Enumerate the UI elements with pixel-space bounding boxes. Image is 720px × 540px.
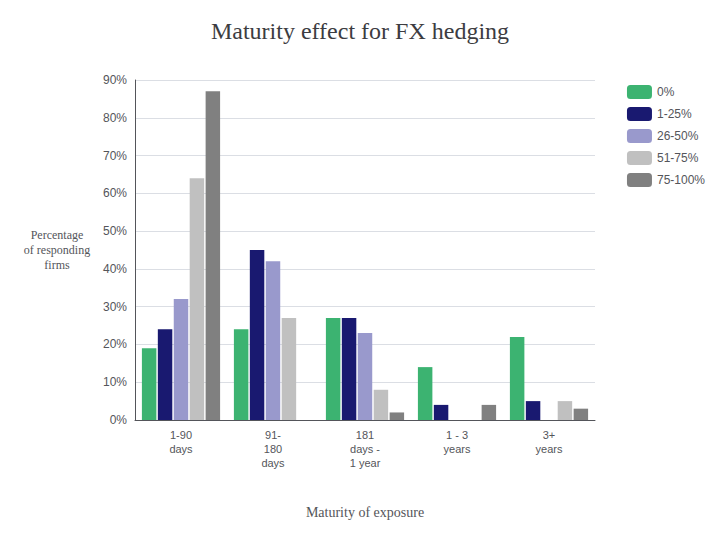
svg-text:1 - 3: 1 - 3 xyxy=(446,429,468,441)
svg-text:40%: 40% xyxy=(103,262,127,276)
svg-text:years: years xyxy=(444,443,471,455)
svg-text:3+: 3+ xyxy=(543,429,556,441)
svg-text:181: 181 xyxy=(356,429,374,441)
svg-text:days -: days - xyxy=(350,443,380,455)
svg-text:Maturity of exposure: Maturity of exposure xyxy=(306,505,424,520)
svg-text:80%: 80% xyxy=(103,111,127,125)
svg-text:of responding: of responding xyxy=(24,243,90,257)
svg-text:1 year: 1 year xyxy=(350,457,381,469)
svg-text:1-90: 1-90 xyxy=(170,429,192,441)
svg-text:years: years xyxy=(536,443,563,455)
svg-text:70%: 70% xyxy=(103,149,127,163)
svg-text:Maturity effect for FX hedging: Maturity effect for FX hedging xyxy=(211,18,509,44)
svg-text:0%: 0% xyxy=(657,85,675,99)
svg-text:days: days xyxy=(169,443,193,455)
svg-text:75-100%: 75-100% xyxy=(657,173,705,187)
svg-text:days: days xyxy=(261,457,285,469)
svg-text:1-25%: 1-25% xyxy=(657,107,692,121)
svg-text:10%: 10% xyxy=(103,375,127,389)
svg-text:0%: 0% xyxy=(110,413,128,427)
svg-text:20%: 20% xyxy=(103,337,127,351)
svg-text:51-75%: 51-75% xyxy=(657,151,699,165)
svg-text:91-: 91- xyxy=(265,429,281,441)
svg-text:60%: 60% xyxy=(103,186,127,200)
svg-text:180: 180 xyxy=(264,443,282,455)
svg-text:Percentage: Percentage xyxy=(31,228,84,242)
svg-text:50%: 50% xyxy=(103,224,127,238)
svg-text:firms: firms xyxy=(44,258,70,272)
svg-text:26-50%: 26-50% xyxy=(657,129,699,143)
svg-text:90%: 90% xyxy=(103,73,127,87)
svg-text:30%: 30% xyxy=(103,300,127,314)
